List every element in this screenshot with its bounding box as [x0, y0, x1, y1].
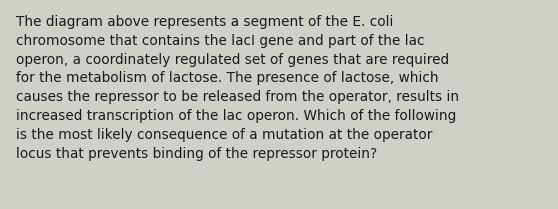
Text: The diagram above represents a segment of the E. coli
chromosome that contains t: The diagram above represents a segment o…	[16, 15, 459, 161]
